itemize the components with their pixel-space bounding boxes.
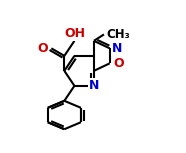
Text: CH₃: CH₃	[106, 28, 130, 41]
Text: O: O	[113, 57, 124, 70]
Text: N: N	[89, 79, 99, 92]
Text: OH: OH	[64, 27, 85, 40]
Text: N: N	[112, 42, 122, 55]
Text: O: O	[37, 42, 48, 55]
